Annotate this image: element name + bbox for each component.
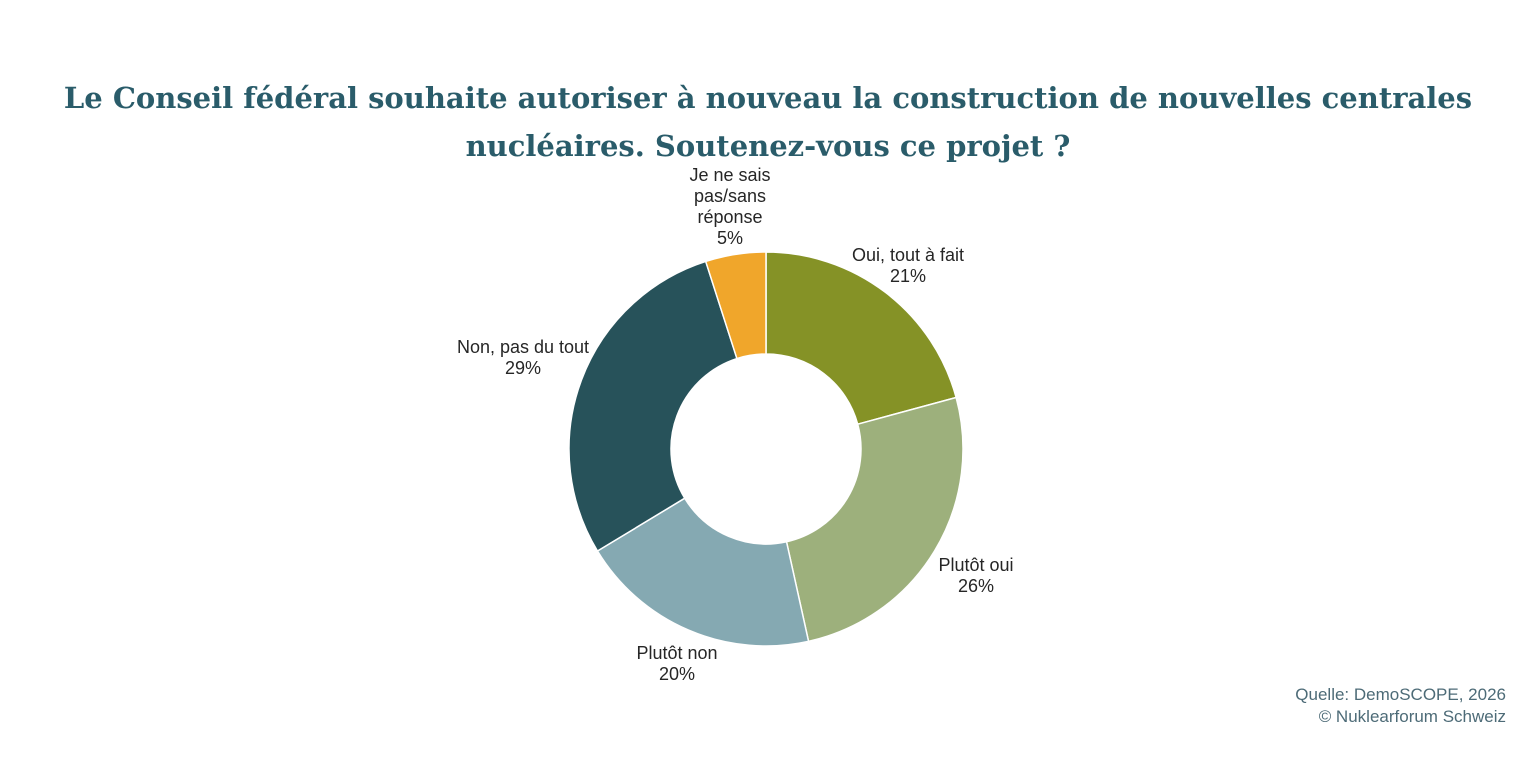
slice-label-4: Je ne sais pas/sans réponse 5% bbox=[689, 165, 770, 249]
slice-label-text: Non, pas du tout bbox=[456, 337, 590, 357]
slice-label-text: Plutôt oui bbox=[938, 555, 1014, 575]
slice-label-1: Plutôt oui 26% bbox=[938, 555, 1013, 597]
chart-title-line1: Le Conseil fédéral souhaite autoriser à … bbox=[63, 81, 1473, 115]
slice-label-3: Non, pas du tout 29% bbox=[457, 337, 589, 379]
slice-label-0: Oui, tout à fait 21% bbox=[852, 245, 964, 287]
source-attribution: Quelle: DemoSCOPE, 2026 © Nuklearforum S… bbox=[1295, 684, 1506, 728]
copyright-line: © Nuklearforum Schweiz bbox=[1318, 707, 1506, 726]
slice-label-text: Oui, tout à fait bbox=[851, 245, 965, 265]
slice-label-percent: 29% bbox=[504, 358, 542, 378]
slice-label-2: Plutôt non 20% bbox=[636, 643, 717, 685]
donut-slice-3 bbox=[568, 260, 738, 552]
slice-label-percent: 26% bbox=[957, 576, 995, 596]
donut-slice-2 bbox=[596, 497, 810, 647]
source-line: Quelle: DemoSCOPE, 2026 bbox=[1295, 685, 1506, 704]
donut-slice-0 bbox=[765, 251, 957, 425]
slice-label-text: Plutôt non bbox=[636, 643, 718, 663]
slice-label-text: Je ne sais pas/sans réponse bbox=[689, 165, 771, 227]
slice-label-percent: 20% bbox=[658, 664, 696, 684]
slice-label-percent: 21% bbox=[889, 266, 927, 286]
donut-slice-4 bbox=[704, 251, 767, 360]
chart-title-line2: nucléaires. Soutenez-vous ce projet ? bbox=[465, 129, 1071, 163]
slice-label-percent: 5% bbox=[716, 228, 744, 248]
donut-slice-1 bbox=[785, 396, 964, 643]
chart-title: Le Conseil fédéral souhaite autoriser à … bbox=[0, 74, 1536, 170]
